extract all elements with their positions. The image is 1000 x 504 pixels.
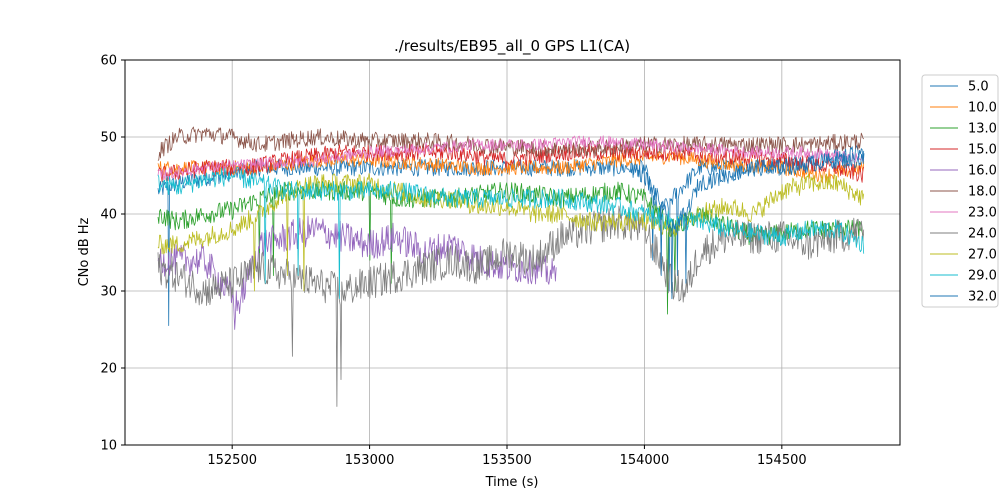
- y-axis-ticks: 10 20 30 40 50 60: [100, 54, 125, 454]
- y-tick-label: 50: [100, 131, 117, 146]
- y-tick-label: 40: [100, 208, 117, 223]
- legend-label: 32.0: [968, 290, 997, 305]
- legend-label: 24.0: [968, 227, 997, 242]
- series-line-16.0: [157, 215, 557, 330]
- legend-label: 15.0: [968, 143, 997, 158]
- x-tick-label: 154500: [757, 453, 807, 468]
- y-tick-label: 20: [100, 362, 117, 377]
- series-line-15.0: [157, 143, 865, 183]
- y-tick-label: 30: [100, 285, 117, 300]
- legend-label: 18.0: [968, 185, 997, 200]
- chart-title: ./results/EB95_all_0 GPS L1(CA): [394, 37, 630, 56]
- y-axis-label: CNo dB Hz: [77, 217, 92, 286]
- x-tick-label: 153500: [482, 453, 532, 468]
- y-tick-label: 60: [100, 54, 117, 69]
- series-lines: [157, 126, 865, 407]
- series-line-32.0: [630, 151, 865, 300]
- legend-label: 10.0: [968, 101, 997, 116]
- y-tick-label: 10: [100, 439, 117, 454]
- series-line-24.0: [157, 205, 865, 407]
- series-line-27.0: [157, 173, 865, 292]
- legend-items: 5.0 10.0 13.0 15.0 16.0 18.0 23.0 24.0 27.0 29.0 3…: [930, 80, 997, 305]
- plot-area: [125, 60, 900, 445]
- x-axis-ticks: 152500 153000 153500 154000 154500: [207, 445, 807, 468]
- x-tick-label: 152500: [207, 453, 257, 468]
- series-line-29.0: [157, 166, 865, 300]
- legend-frame: [921, 74, 999, 308]
- legend-label: 29.0: [968, 269, 997, 284]
- legend-label: 23.0: [968, 206, 997, 221]
- x-axis-label: Time (s): [485, 475, 539, 490]
- legend-label: 16.0: [968, 164, 997, 179]
- series-line-23.0: [157, 135, 865, 181]
- legend-label: 13.0: [968, 122, 997, 137]
- x-tick-label: 154000: [620, 453, 670, 468]
- series-line-13.0: [157, 180, 865, 315]
- legend-label: 27.0: [968, 248, 997, 263]
- legend-label: 5.0: [968, 80, 989, 95]
- plot-frame: [124, 59, 901, 446]
- legend: 5.0 10.0 13.0 15.0 16.0 18.0 23.0 24.0 27.0 29.0 3…: [921, 74, 999, 308]
- x-tick-label: 153000: [345, 453, 395, 468]
